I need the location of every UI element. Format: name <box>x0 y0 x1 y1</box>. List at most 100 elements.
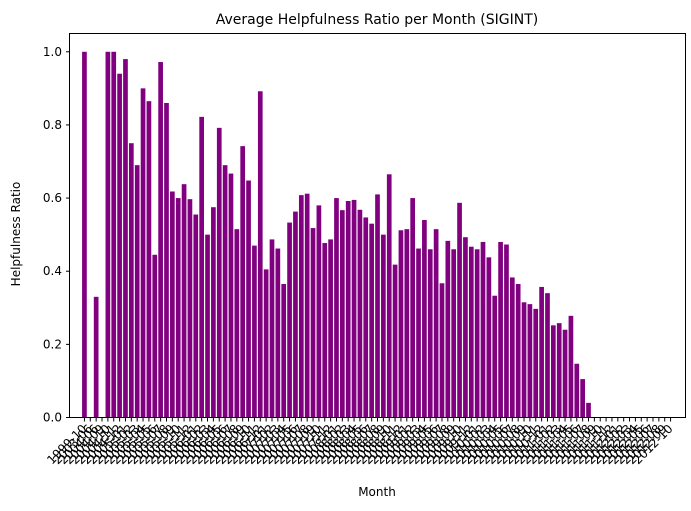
bar <box>193 214 199 418</box>
bar <box>375 194 380 418</box>
bar <box>257 91 263 418</box>
bar <box>480 241 486 418</box>
bar <box>117 73 122 418</box>
bar <box>123 59 128 418</box>
bar <box>463 237 468 418</box>
bar <box>322 243 328 418</box>
bar <box>445 240 451 418</box>
y-tick-label: 0.4 <box>43 264 62 278</box>
bar <box>398 230 404 418</box>
bar <box>498 241 503 418</box>
bar <box>386 174 392 418</box>
bar <box>515 284 521 418</box>
bar <box>539 286 544 418</box>
bar <box>222 165 228 418</box>
bar <box>234 229 240 418</box>
bar <box>211 207 216 418</box>
bar <box>287 222 292 418</box>
y-tick-label: 0.8 <box>43 118 62 132</box>
y-tick-label: 0.2 <box>43 337 62 351</box>
y-tick-label: 0.0 <box>43 411 62 425</box>
bar <box>486 257 492 418</box>
bar <box>533 308 539 418</box>
bar <box>468 246 474 418</box>
bar <box>316 205 322 418</box>
bar <box>392 264 398 418</box>
bar <box>568 315 574 418</box>
bar <box>199 116 204 418</box>
bar <box>586 402 591 418</box>
bar <box>146 101 152 418</box>
bar <box>228 173 234 418</box>
bar <box>246 180 251 418</box>
bar <box>175 198 181 418</box>
bar <box>275 248 281 418</box>
bar <box>404 229 410 418</box>
bar <box>351 199 357 418</box>
bar <box>427 249 433 418</box>
bar <box>545 293 550 418</box>
y-axis: 0.0 0.2 0.4 0.6 0.8 1.0 <box>43 45 70 425</box>
bar <box>82 51 87 418</box>
bar <box>345 201 351 418</box>
bar <box>263 269 269 418</box>
bar <box>381 234 386 418</box>
bar <box>556 323 562 418</box>
bar <box>357 209 363 418</box>
x-axis-label: Month <box>358 485 396 499</box>
bar <box>504 244 509 418</box>
bar <box>140 88 146 418</box>
bar <box>216 127 222 418</box>
x-axis: 1999-102003-062004-062004-092004-102004-… <box>44 417 676 467</box>
y-axis-label: Helpfulness Ratio <box>9 182 23 287</box>
bar <box>111 51 117 418</box>
bar <box>422 220 427 418</box>
bar <box>339 210 345 418</box>
bar <box>474 249 480 418</box>
plot-frame <box>69 33 686 418</box>
bar <box>433 229 439 418</box>
bar <box>410 198 416 418</box>
bar <box>304 193 310 418</box>
y-tick-label: 0.6 <box>43 191 62 205</box>
bar <box>551 325 556 418</box>
bar <box>310 228 316 418</box>
bar <box>187 199 193 418</box>
bar <box>334 198 339 418</box>
bar <box>562 329 568 418</box>
bar <box>252 245 257 418</box>
bar <box>134 165 140 418</box>
bar <box>439 283 445 418</box>
bar <box>580 379 585 418</box>
y-tick-label: 1.0 <box>43 45 62 59</box>
bar <box>293 211 298 418</box>
bar <box>181 184 187 418</box>
bar <box>328 239 333 418</box>
bar <box>93 296 99 418</box>
bar <box>521 302 527 418</box>
bar <box>369 223 374 418</box>
bar <box>457 202 462 418</box>
bar <box>240 146 246 418</box>
bar <box>416 248 421 418</box>
bar <box>298 195 304 418</box>
bar <box>574 363 580 418</box>
bar <box>152 254 158 418</box>
bar <box>205 234 210 418</box>
bar <box>451 249 457 418</box>
bar <box>105 51 111 418</box>
bar <box>281 284 287 418</box>
bar <box>509 277 515 418</box>
bar <box>527 304 533 418</box>
bar <box>128 143 134 418</box>
bar <box>170 191 175 418</box>
bar <box>492 295 498 418</box>
bar <box>158 62 163 418</box>
bar-group <box>82 51 591 418</box>
bar <box>164 102 169 418</box>
bar <box>363 217 369 418</box>
bar <box>269 239 275 418</box>
chart-title: Average Helpfulness Ratio per Month (SIG… <box>216 12 538 28</box>
